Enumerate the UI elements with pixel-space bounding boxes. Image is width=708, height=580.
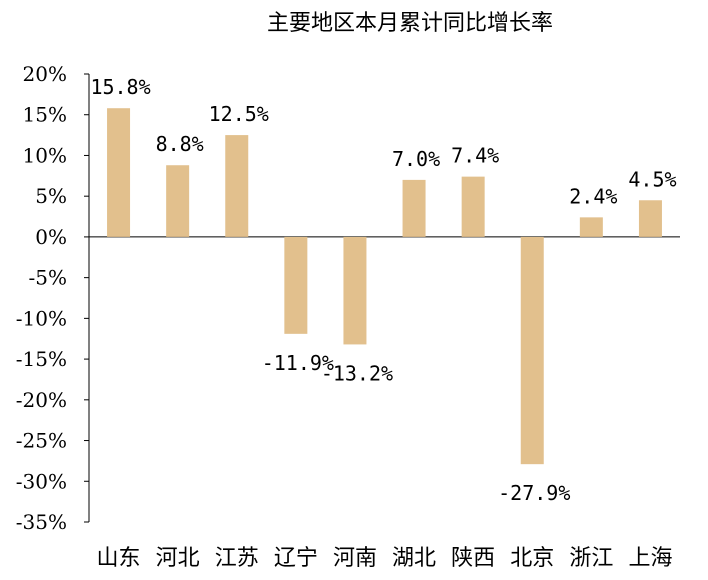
bar-9 [638,200,662,237]
data-label-0: 15.8% [90,75,150,99]
y-tick-label: -20% [16,388,67,412]
bar-7 [520,236,544,465]
category-label-9: 上海 [628,546,672,571]
y-tick-label: -25% [16,429,67,453]
y-tick-label: 10% [23,143,67,167]
data-label-7: -27.9% [498,481,570,505]
bar-8 [579,217,603,237]
category-label-8: 浙江 [569,546,613,571]
y-tick-label: 15% [23,103,67,127]
category-label-0: 山东 [97,546,141,571]
category-label-3: 辽宁 [274,546,318,571]
bar-1 [166,165,190,237]
category-label-1: 河北 [156,546,200,571]
category-labels: 山东 河北 江苏 辽宁 河南 湖北 陕西 北京 浙江 上海 [97,546,673,571]
data-label-8: 2.4% [569,184,617,208]
y-tick-label: 5% [35,184,67,208]
data-label-2: 12.5% [209,102,269,126]
category-label-6: 陕西 [451,546,495,571]
bar-3 [284,236,308,334]
bars [107,108,662,465]
bar-0 [107,108,131,237]
y-tick-label: 0% [35,225,67,249]
y-tick-label: -5% [29,266,68,290]
data-label-1: 8.8% [156,132,204,156]
category-label-7: 北京 [510,546,554,571]
data-label-6: 7.4% [451,144,499,168]
data-labels: 15.8% 8.8%12.5% -11.9%-13.2% 7.0% 7.4% -27.9%… [90,75,676,505]
y-tick-label: -10% [16,306,67,330]
y-axis: 20% 15% 10% 5% 0% -5% -10% -15% -20% -25% -30% -35% [16,62,680,534]
data-label-9: 4.5% [628,167,676,191]
data-label-3: -11.9% [262,351,334,375]
bar-4 [343,236,367,345]
category-label-4: 河南 [333,546,377,571]
y-tick-label: 20% [23,62,67,86]
chart-title: 主要地区本月累计同比增长率 [267,11,553,36]
bar-2 [225,135,249,237]
y-tick-label: -35% [16,510,67,534]
bar-6 [461,176,485,237]
data-label-5: 7.0% [392,147,440,171]
category-label-5: 湖北 [392,546,436,571]
category-label-2: 江苏 [215,546,259,571]
y-tick-label: -15% [16,347,67,371]
y-tick-label: -30% [16,469,67,493]
data-label-4: -13.2% [321,361,393,385]
bar-5 [402,179,426,237]
